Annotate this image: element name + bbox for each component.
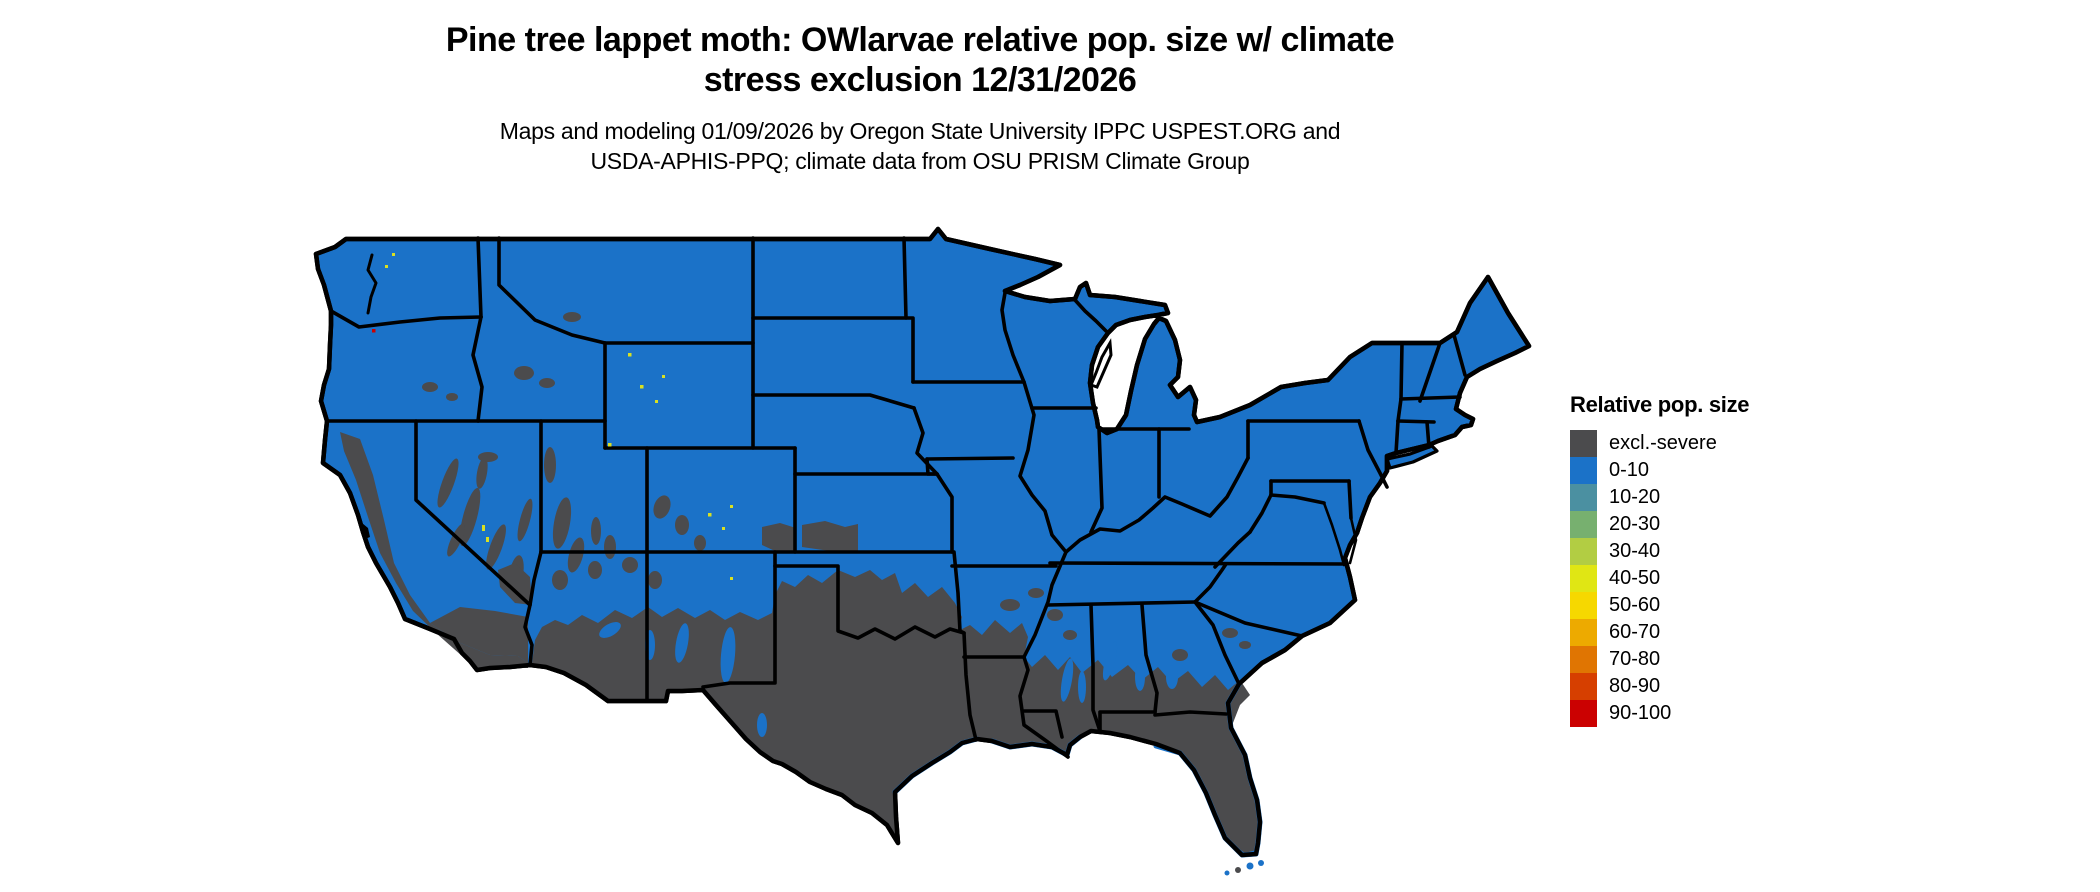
legend-item-label: 60-70 (1609, 621, 1661, 643)
legend-title: Relative pop. size (1570, 392, 1750, 417)
legend-swatch (1570, 484, 1597, 511)
legend-item: 40-50 (1570, 565, 1900, 592)
exclusion-mojave (430, 607, 528, 663)
us-outline-stroke (313, 226, 1532, 858)
montane-suitable-patches (599, 622, 1178, 737)
legend-item-label: 30-40 (1609, 540, 1661, 562)
legend-swatch (1570, 700, 1597, 727)
legend-item-label: 20-30 (1609, 513, 1661, 535)
legend-item: 30-40 (1570, 538, 1900, 565)
legend-item-label: excl.-severe (1609, 432, 1717, 454)
legend-swatch (1570, 430, 1597, 457)
legend-item: 70-80 (1570, 646, 1900, 673)
exclusion-california (340, 432, 528, 670)
map-title-line2: stress exclusion 12/31/2026 (703, 61, 1137, 99)
legend-item: 80-90 (1570, 673, 1900, 700)
legend-item: 0-10 (1570, 457, 1900, 484)
title-block: Pine tree lappet moth: OWlarvae relative… (320, 20, 1520, 176)
legend-item-label: 50-60 (1609, 594, 1661, 616)
exclusion-regions (340, 312, 1260, 853)
legend-item: excl.-severe (1570, 430, 1900, 457)
legend-swatch (1570, 565, 1597, 592)
green-bay (1088, 338, 1113, 389)
exclusion-se-colorado (762, 523, 796, 551)
legend-item-label: 80-90 (1609, 675, 1661, 697)
legend-swatch (1570, 538, 1597, 565)
exclusion-s-nevada (498, 563, 532, 605)
legend: Relative pop. size excl.-severe 0-10 10-20… (1570, 392, 1900, 727)
legend-item: 60-70 (1570, 619, 1900, 646)
legend-swatch (1570, 457, 1597, 484)
legend-item: 10-20 (1570, 484, 1900, 511)
map-title-line1: Pine tree lappet moth: OWlarvae relative… (445, 21, 1395, 59)
legend-swatch (1570, 511, 1597, 538)
exclusion-sw-kansas (802, 521, 858, 551)
map-subtitle-line1: Maps and modeling 01/09/2026 by Oregon S… (499, 118, 1341, 144)
legend-item-label: 10-20 (1609, 486, 1661, 508)
us-map (310, 225, 1535, 880)
exclusion-south (532, 570, 1260, 853)
state-borders (325, 236, 1467, 759)
map-subtitle-line2: USDA-APHIS-PPQ; climate data from OSU PR… (590, 148, 1250, 174)
subtitle-block: Maps and modeling 01/09/2026 by Oregon S… (320, 116, 1520, 176)
legend-item-label: 0-10 (1609, 459, 1650, 481)
us-map-svg (313, 226, 1532, 876)
legend-swatch (1570, 592, 1597, 619)
legend-swatch (1570, 619, 1597, 646)
legend-swatch (1570, 673, 1597, 700)
legend-item-label: 70-80 (1609, 648, 1661, 670)
legend-rows: excl.-severe 0-10 10-20 20-30 30-40 40-50 50-6… (1570, 430, 1900, 727)
florida-keys (1224, 860, 1264, 876)
legend-item: 90-100 (1570, 700, 1900, 727)
legend-item: 20-30 (1570, 511, 1900, 538)
speckles (372, 253, 733, 580)
legend-item-label: 40-50 (1609, 567, 1661, 589)
legend-item: 50-60 (1570, 592, 1900, 619)
legend-swatch (1570, 646, 1597, 673)
legend-item-label: 90-100 (1609, 702, 1672, 724)
long-island (1385, 444, 1439, 470)
